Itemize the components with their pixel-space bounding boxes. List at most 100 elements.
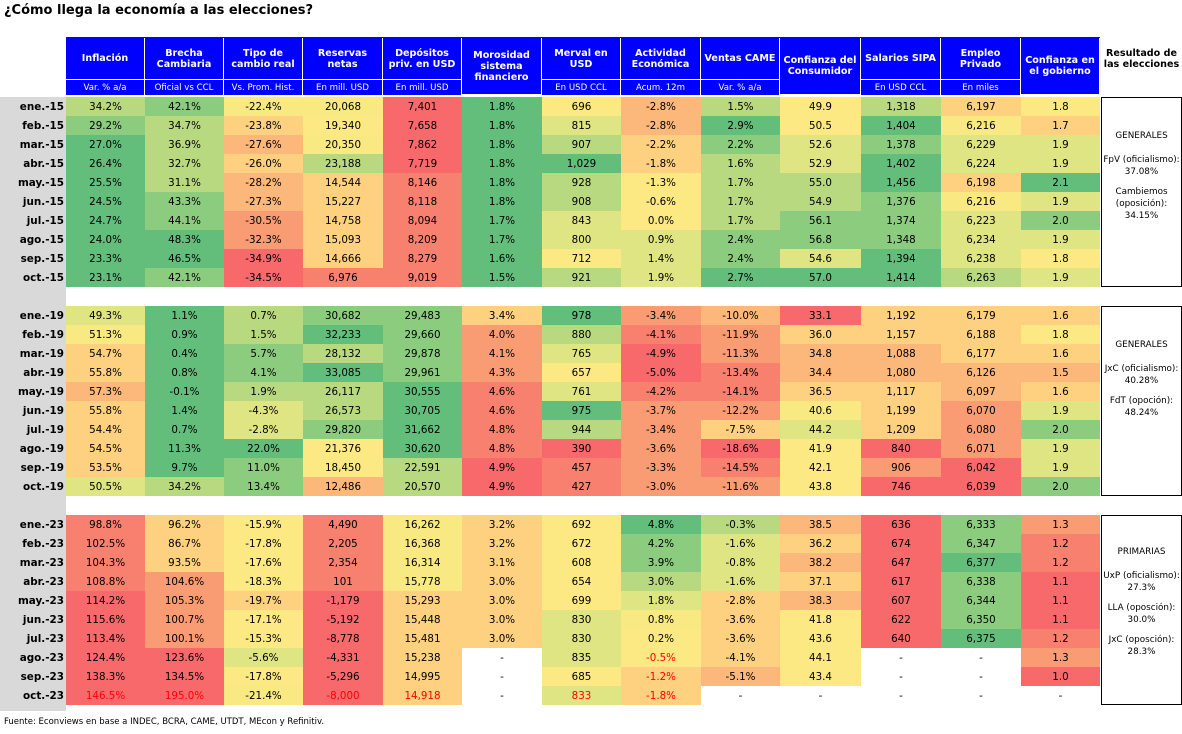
table-cell: 3.0% [462,591,542,610]
table-cell: -13.4% [701,363,780,382]
table-cell: 1.5 [1021,363,1100,382]
table-cell: 38.5 [780,515,861,534]
table-cell: 53.5% [66,458,145,477]
table-cell: -1.6% [701,572,780,591]
column-subheader: Acum. 12m [621,80,701,95]
table-cell: 26,117 [303,382,383,401]
table-cell: 37.1 [780,572,861,591]
table-cell: 1.2 [1021,629,1100,648]
table-cell: - [941,667,1021,686]
table-cell: 1.9 [1021,401,1100,420]
table-cell: 761 [542,382,621,401]
table-cell: 98.8% [66,515,145,534]
table-cell: 20,570 [383,477,462,496]
table-cell: 6,375 [941,629,1021,648]
table-cell: -12.2% [701,401,780,420]
table-cell: 8,146 [383,173,462,192]
table-cell: 4.9% [462,477,542,496]
table-cell: 608 [542,553,621,572]
table-cell: -32.3% [224,230,303,249]
table-cell: 43.3% [145,192,224,211]
table-cell: -10.0% [701,306,780,325]
table-cell: 43.6 [780,629,861,648]
table-cell: 115.6% [66,610,145,629]
table-cell: 6,333 [941,515,1021,534]
table-cell: 52.6 [780,135,861,154]
table-cell: 672 [542,534,621,553]
header-top-line [66,37,1100,38]
table-cell: 8,094 [383,211,462,230]
column-header: Empleo Privado [941,38,1021,79]
table-cell: 114.2% [66,591,145,610]
table-cell: 6,097 [941,382,1021,401]
table-cell: 41.8 [780,610,861,629]
table-cell: 674 [861,534,941,553]
table-cell: 15,227 [303,192,383,211]
table-cell: 48.3% [145,230,224,249]
table-cell: 696 [542,97,621,116]
table-cell: 54.9 [780,192,861,211]
table-cell: 14,758 [303,211,383,230]
table-cell: 22,591 [383,458,462,477]
table-cell: 1,192 [861,306,941,325]
table-cell: 42.1% [145,97,224,116]
table-cell: 24.7% [66,211,145,230]
table-cell: 1.8 [1021,249,1100,268]
table-cell: 1,117 [861,382,941,401]
election-party-result: JxC (oficialismo): 40.28% [1104,364,1179,386]
table-cell: 4.6% [462,401,542,420]
table-cell: 100.7% [145,610,224,629]
table-cell: 4.0% [462,325,542,344]
table-cell: 7,719 [383,154,462,173]
table-cell: 24.5% [66,192,145,211]
table-cell: 1.8 [1021,97,1100,116]
row-label: may.-23 [0,591,66,610]
table-cell: 699 [542,591,621,610]
table-cell: 0.7% [224,306,303,325]
table-cell: -22.4% [224,97,303,116]
table-cell: 20,350 [303,135,383,154]
table-cell: - [941,686,1021,705]
table-cell: 14,918 [383,686,462,705]
table-cell: -17.1% [224,610,303,629]
table-cell: -3.6% [701,610,780,629]
table-cell: 647 [861,553,941,572]
table-cell: 50.5% [66,477,145,496]
table-cell: 6,177 [941,344,1021,363]
table-cell: 6,188 [941,325,1021,344]
table-cell: 16,368 [383,534,462,553]
table-cell: 2.0 [1021,211,1100,230]
table-cell: 6,234 [941,230,1021,249]
table-cell: 93.5% [145,553,224,572]
table-cell: 15,093 [303,230,383,249]
election-type: GENERALES [1115,131,1168,141]
table-cell: 40.6 [780,401,861,420]
table-cell: -3.4% [621,420,701,439]
table-cell: -8,000 [303,686,383,705]
table-cell: 2,205 [303,534,383,553]
table-cell: 6,238 [941,249,1021,268]
table-cell: 7,658 [383,116,462,135]
column-subheader: Var. % a/a [701,80,780,95]
table-cell: 5.7% [224,344,303,363]
table-cell: 1,378 [861,135,941,154]
table-cell: 56.8 [780,230,861,249]
table-cell: 692 [542,515,621,534]
table-cell: -2.8% [224,420,303,439]
table-cell: -3.6% [621,439,701,458]
table-cell: 1,088 [861,344,941,363]
table-cell: 0.0% [621,211,701,230]
table-cell: 3.0% [462,610,542,629]
table-cell: -7.5% [701,420,780,439]
table-cell: - [861,667,941,686]
column-subheader: En miles [941,80,1021,95]
table-cell: 15,293 [383,591,462,610]
table-cell: 654 [542,572,621,591]
table-cell: 55.0 [780,173,861,192]
table-cell: 0.4% [145,344,224,363]
row-label: may.-19 [0,382,66,401]
table-cell: 840 [861,439,941,458]
table-cell: 195.0% [145,686,224,705]
table-cell: 4.8% [462,439,542,458]
table-cell: 108.8% [66,572,145,591]
